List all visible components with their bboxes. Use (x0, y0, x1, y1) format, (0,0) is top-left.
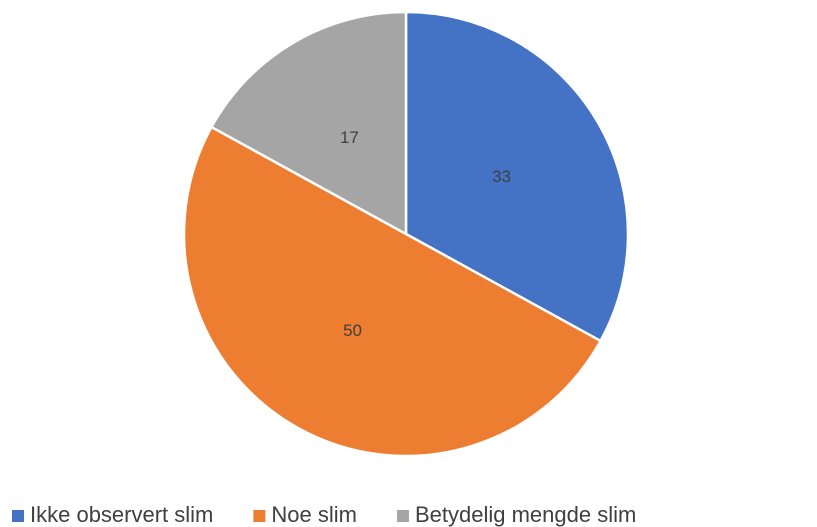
legend-swatch (12, 510, 24, 522)
legend-label: Noe slim (271, 502, 357, 527)
legend-swatch (253, 510, 266, 522)
pie-slice (209, 10, 408, 237)
legend-label: Ikke observert slim (30, 502, 213, 527)
data-label: 17 (340, 128, 359, 147)
legend-label: Betydelig mengde slim (415, 502, 636, 527)
legend-swatch (396, 510, 409, 522)
pie-slice (404, 10, 630, 343)
pie-slice (182, 125, 603, 457)
data-label: 33 (492, 167, 511, 186)
data-label: 50 (343, 321, 362, 340)
